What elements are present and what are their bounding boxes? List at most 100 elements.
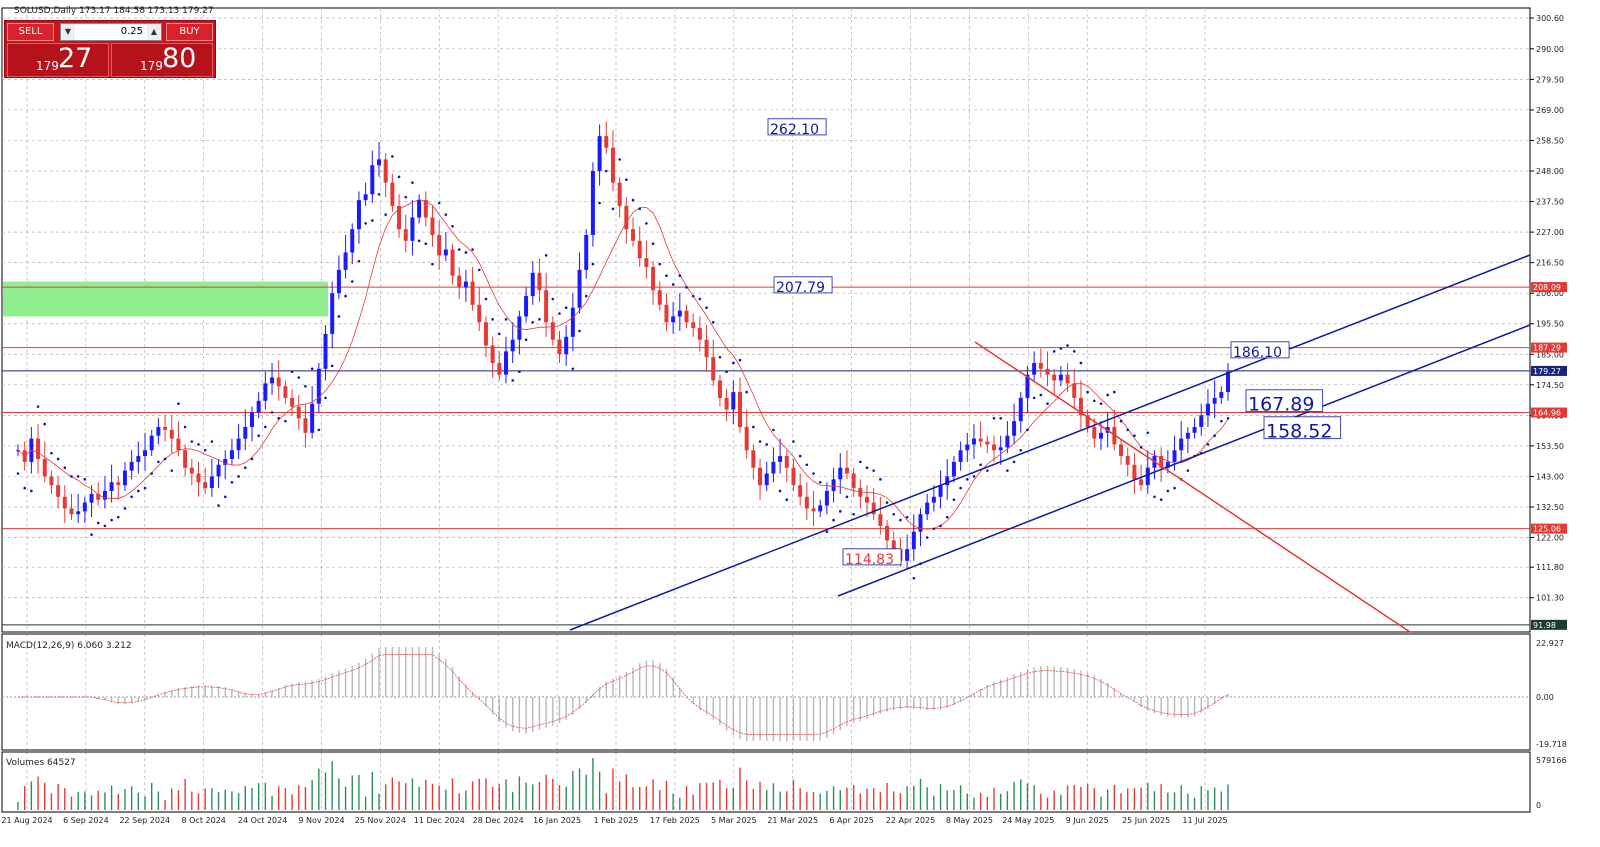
- y-tick-label: 185.00: [1536, 350, 1564, 359]
- y-tick-label: 101.30: [1536, 594, 1564, 603]
- y-tick-label: 300.60: [1536, 14, 1564, 23]
- y-tick-label: 248.00: [1536, 167, 1564, 176]
- sar-dot: [571, 367, 575, 371]
- sar-dot: [377, 192, 381, 196]
- y-tick-label: 122.00: [1536, 534, 1564, 543]
- volume-label: Volumes 64527: [6, 758, 76, 768]
- candle: [798, 485, 803, 497]
- sar-dot: [177, 402, 180, 406]
- candle: [644, 258, 649, 267]
- lot-size-input[interactable]: ▼ 0.25 ▲: [60, 23, 162, 41]
- sar-dot: [578, 329, 581, 333]
- sar-dot: [939, 524, 942, 528]
- y-tick-label: 237.50: [1536, 198, 1564, 207]
- x-tick-label: 8 May 2025: [946, 816, 993, 825]
- sar-dot: [558, 312, 561, 315]
- y-tick-label: 269.00: [1536, 106, 1564, 115]
- sar-dot: [925, 536, 929, 539]
- candle: [724, 397, 729, 410]
- sar-dot: [163, 457, 167, 461]
- candle: [958, 450, 963, 462]
- sell-price[interactable]: 179 27: [7, 43, 109, 77]
- sar-dot: [1012, 460, 1016, 464]
- sar-dot: [270, 411, 274, 414]
- price-tag-label: 179.27: [1533, 367, 1561, 376]
- candle: [189, 467, 194, 474]
- candle: [704, 339, 709, 358]
- candle: [477, 304, 482, 323]
- buy-price[interactable]: 179 80: [111, 43, 213, 77]
- candle: [557, 339, 562, 355]
- annotation-label: 262.10: [770, 122, 819, 138]
- sar-dot: [310, 367, 314, 371]
- candle: [149, 435, 154, 451]
- sar-dot: [491, 318, 494, 321]
- sell-button[interactable]: SELL: [7, 23, 54, 41]
- candle: [36, 438, 41, 459]
- x-tick-label: 21 Aug 2024: [1, 816, 52, 825]
- sar-dot: [451, 224, 454, 228]
- sar-dot: [1139, 446, 1143, 449]
- sar-dot: [103, 524, 107, 528]
- candle: [1018, 397, 1023, 422]
- sar-dot: [892, 512, 896, 516]
- price-tag: [1531, 365, 1567, 376]
- price-tag-label: 187.29: [1533, 344, 1561, 353]
- x-tick-label: 6 Sep 2024: [63, 816, 109, 825]
- candle: [330, 293, 335, 334]
- channel-lower-line: [837, 324, 1531, 597]
- sar-dot: [437, 201, 441, 205]
- candle: [992, 444, 997, 451]
- candle: [490, 345, 495, 363]
- sar-dot: [1153, 495, 1156, 499]
- candle: [731, 392, 736, 410]
- candle: [965, 444, 970, 451]
- candle: [276, 377, 281, 387]
- sar-dot: [257, 434, 260, 438]
- candle: [1025, 374, 1030, 398]
- annotation-box: [842, 548, 902, 566]
- sar-dot: [518, 370, 521, 374]
- sar-dot: [604, 169, 608, 173]
- candle: [1199, 415, 1204, 427]
- candle: [711, 357, 716, 381]
- candle: [831, 479, 836, 491]
- sar-dot: [859, 460, 862, 464]
- sar-dot: [324, 396, 327, 400]
- sar-dot: [832, 518, 835, 522]
- sar-dot: [544, 254, 548, 257]
- candle: [343, 252, 348, 270]
- candle: [470, 281, 475, 305]
- sar-dot: [765, 443, 769, 446]
- candle: [417, 200, 422, 218]
- candle: [62, 496, 67, 509]
- increase-lot-icon[interactable]: ▲: [147, 24, 161, 40]
- candle: [209, 476, 214, 489]
- candle: [1045, 368, 1050, 375]
- candle: [604, 136, 609, 148]
- sar-dot: [845, 495, 849, 499]
- candle: [316, 368, 321, 404]
- candle: [243, 426, 248, 439]
- candle: [410, 217, 415, 241]
- sar-dot: [972, 475, 976, 478]
- x-tick-label: 1 Feb 2025: [594, 816, 639, 825]
- sar-dot: [611, 207, 615, 211]
- candle: [637, 240, 642, 259]
- sar-dot: [778, 489, 782, 493]
- candle: [1005, 435, 1010, 448]
- candle: [971, 438, 976, 445]
- decrease-lot-icon[interactable]: ▼: [61, 24, 75, 40]
- candle: [223, 458, 228, 465]
- candle: [918, 514, 923, 532]
- sar-dot: [959, 486, 962, 490]
- y-tick-label: 153.50: [1536, 442, 1564, 451]
- buy-button[interactable]: BUY: [166, 23, 213, 41]
- price-tag-label: 208.09: [1533, 283, 1561, 292]
- candle: [1125, 456, 1130, 465]
- sar-dot: [772, 428, 775, 432]
- candle: [1038, 362, 1043, 369]
- sar-dot: [1106, 393, 1109, 397]
- candle: [844, 467, 849, 474]
